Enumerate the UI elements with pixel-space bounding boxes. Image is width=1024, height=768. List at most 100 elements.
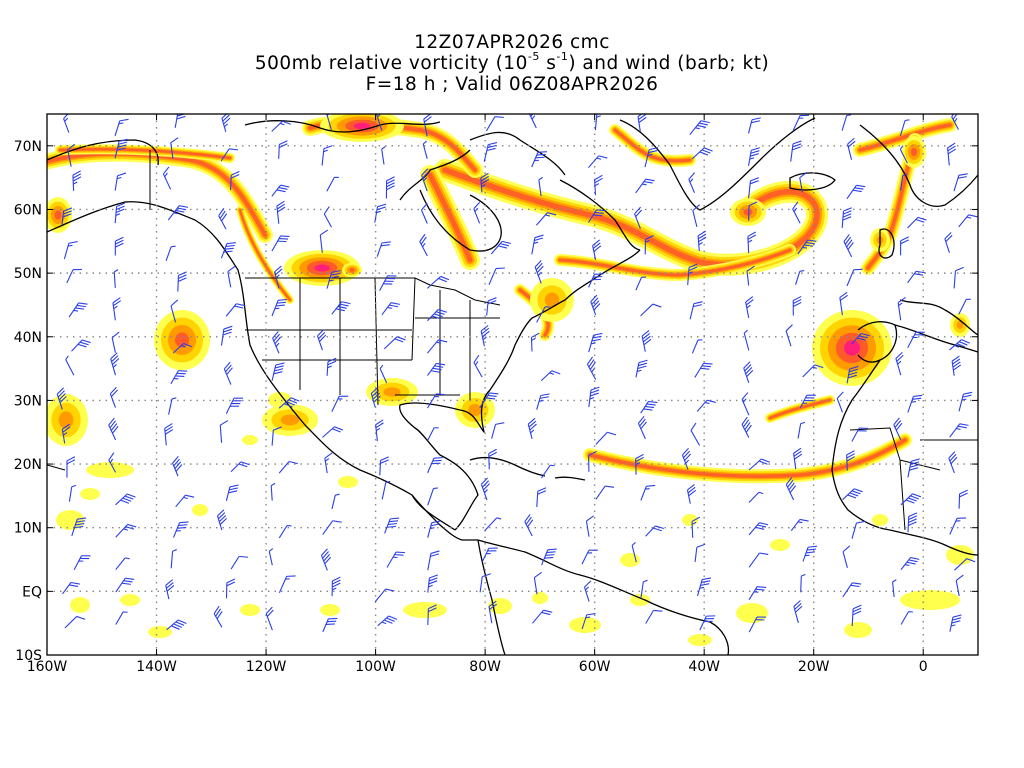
barb-feather xyxy=(551,370,561,375)
barb-feather xyxy=(63,432,68,436)
barb-feather xyxy=(111,355,119,363)
vorticity-center xyxy=(844,340,860,356)
barb-feather xyxy=(697,124,707,128)
vorticity-center xyxy=(349,268,355,272)
barb-feather xyxy=(693,304,702,308)
barb-feather xyxy=(76,304,86,308)
barb-feather xyxy=(637,365,647,370)
wind-barb xyxy=(640,579,648,598)
barb-feather xyxy=(487,297,497,302)
barb-feather xyxy=(539,399,544,402)
barb-feather xyxy=(487,144,497,149)
wind-barb xyxy=(851,427,869,442)
barb-feather xyxy=(389,304,399,308)
barb-feather xyxy=(277,206,286,213)
barb-feather xyxy=(434,427,439,429)
barb-feather xyxy=(741,416,748,425)
barb-feather xyxy=(749,157,755,160)
wind-barb xyxy=(479,573,491,593)
barb-feather xyxy=(322,551,329,559)
barb-feather xyxy=(179,521,189,524)
vorticity-band xyxy=(768,398,832,420)
wind-barb xyxy=(230,555,249,570)
barb-staff xyxy=(907,516,910,533)
wind-barb xyxy=(379,275,397,291)
barb-feather xyxy=(120,499,130,504)
wind-barb xyxy=(839,291,848,316)
barb-feather xyxy=(647,153,653,157)
barb-feather xyxy=(795,605,803,613)
barb-feather xyxy=(591,338,601,342)
barb-feather xyxy=(227,265,236,273)
barb-feather xyxy=(176,372,186,375)
wind-barb xyxy=(68,484,77,502)
barb-feather xyxy=(849,492,859,497)
barb-staff xyxy=(322,520,334,535)
wind-barb xyxy=(272,331,282,354)
wind-barb xyxy=(61,207,73,225)
barb-feather xyxy=(688,271,693,275)
barb-feather xyxy=(166,582,174,589)
wind-barb xyxy=(907,216,927,229)
barb-feather xyxy=(590,294,598,302)
barb-feather xyxy=(961,339,970,344)
barb-feather xyxy=(428,604,437,610)
barb-staff xyxy=(278,144,280,159)
barb-feather xyxy=(380,459,389,464)
barb-feather xyxy=(178,370,188,372)
barb-feather xyxy=(63,114,71,119)
barb-feather xyxy=(275,362,285,366)
wind-barb xyxy=(689,301,703,320)
barb-feather xyxy=(586,356,593,365)
wind-barb xyxy=(56,387,67,410)
barb-feather xyxy=(164,172,168,178)
wind-barb xyxy=(114,138,128,159)
barb-feather xyxy=(698,241,703,246)
wind-barb xyxy=(635,178,655,194)
barb-staff xyxy=(800,576,802,593)
barb-feather xyxy=(380,244,390,247)
barb-feather xyxy=(749,180,759,185)
barb-feather xyxy=(215,608,222,617)
wind-barb xyxy=(640,303,662,317)
wind-barb xyxy=(488,448,497,470)
barb-feather xyxy=(327,360,337,366)
wind-barb xyxy=(326,357,337,376)
barb-feather xyxy=(337,305,347,309)
barb-feather xyxy=(952,361,961,368)
wind-barb xyxy=(109,386,118,408)
barb-feather xyxy=(528,114,536,115)
wind-barb xyxy=(65,355,75,376)
vorticity-band xyxy=(239,209,291,301)
barb-feather xyxy=(325,106,334,112)
barb-feather xyxy=(794,453,803,460)
barb-feather xyxy=(393,556,398,559)
barb-feather xyxy=(908,497,917,502)
wind-barb xyxy=(165,245,176,261)
barb-feather xyxy=(500,243,510,247)
barb-feather xyxy=(165,579,173,586)
barb-feather xyxy=(432,459,442,462)
plot-area xyxy=(47,106,978,655)
barb-feather xyxy=(288,399,298,404)
barb-feather xyxy=(640,421,647,430)
barb-feather xyxy=(687,486,696,494)
barb-feather xyxy=(181,345,186,348)
barb-feather xyxy=(750,150,760,154)
vorticity-patch xyxy=(620,553,640,567)
barb-feather xyxy=(799,171,808,179)
barb-feather xyxy=(434,365,444,368)
wind-barb xyxy=(265,606,274,631)
barb-feather xyxy=(386,617,395,622)
wind-barb xyxy=(640,400,658,414)
barb-feather xyxy=(753,591,759,593)
barb-staff xyxy=(899,120,906,136)
barb-feather xyxy=(912,397,922,400)
barb-feather xyxy=(433,313,443,318)
barb-feather xyxy=(226,242,236,245)
barb-feather xyxy=(592,239,600,246)
barb-feather xyxy=(905,499,915,504)
barb-feather xyxy=(175,621,185,626)
barb-feather xyxy=(591,368,595,373)
barb-feather xyxy=(238,463,248,468)
